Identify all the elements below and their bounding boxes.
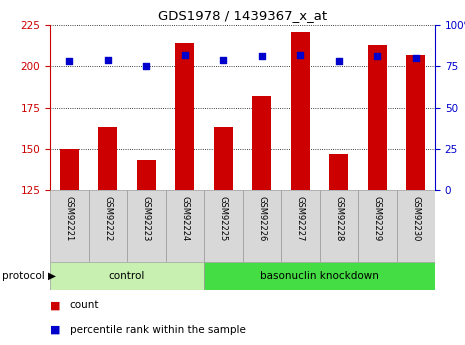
Text: GSM92228: GSM92228 [334, 196, 343, 241]
Text: GSM92226: GSM92226 [257, 196, 266, 241]
Bar [368, 45, 387, 190]
Bar [319, 190, 358, 262]
Text: basonuclin knockdown: basonuclin knockdown [260, 271, 379, 281]
Point [412, 55, 419, 61]
Bar [50, 262, 204, 290]
Text: control: control [109, 271, 145, 281]
Point [335, 59, 342, 64]
Point [297, 52, 304, 58]
Text: GSM92227: GSM92227 [296, 196, 305, 241]
Bar [281, 190, 319, 262]
Bar [127, 190, 166, 262]
Text: GSM92225: GSM92225 [219, 196, 228, 241]
Bar [60, 149, 79, 190]
Bar [204, 190, 243, 262]
Text: ■: ■ [50, 325, 60, 335]
Point [66, 59, 73, 64]
Text: count: count [70, 300, 99, 310]
Bar [175, 43, 194, 190]
Text: GSM92221: GSM92221 [65, 196, 74, 241]
Point [219, 57, 227, 62]
Text: GSM92229: GSM92229 [373, 196, 382, 241]
Bar [98, 127, 117, 190]
Title: GDS1978 / 1439367_x_at: GDS1978 / 1439367_x_at [158, 9, 327, 22]
Bar [329, 154, 348, 190]
Point [181, 52, 188, 58]
Bar [204, 262, 435, 290]
Text: GSM92222: GSM92222 [103, 196, 112, 241]
Bar [397, 190, 435, 262]
Point [143, 63, 150, 69]
Point [373, 53, 381, 59]
Text: GSM92224: GSM92224 [180, 196, 189, 241]
Bar [406, 55, 425, 190]
Bar [166, 190, 204, 262]
Bar [243, 190, 281, 262]
Text: protocol ▶: protocol ▶ [2, 271, 56, 281]
Bar [50, 190, 88, 262]
Text: ■: ■ [50, 300, 60, 310]
Bar [252, 96, 272, 190]
Bar [291, 32, 310, 190]
Bar [213, 127, 233, 190]
Point [258, 53, 266, 59]
Text: GSM92230: GSM92230 [411, 196, 420, 241]
Bar [88, 190, 127, 262]
Point [104, 57, 112, 62]
Text: percentile rank within the sample: percentile rank within the sample [70, 325, 246, 335]
Bar [358, 190, 397, 262]
Bar [137, 160, 156, 190]
Text: GSM92223: GSM92223 [142, 196, 151, 241]
